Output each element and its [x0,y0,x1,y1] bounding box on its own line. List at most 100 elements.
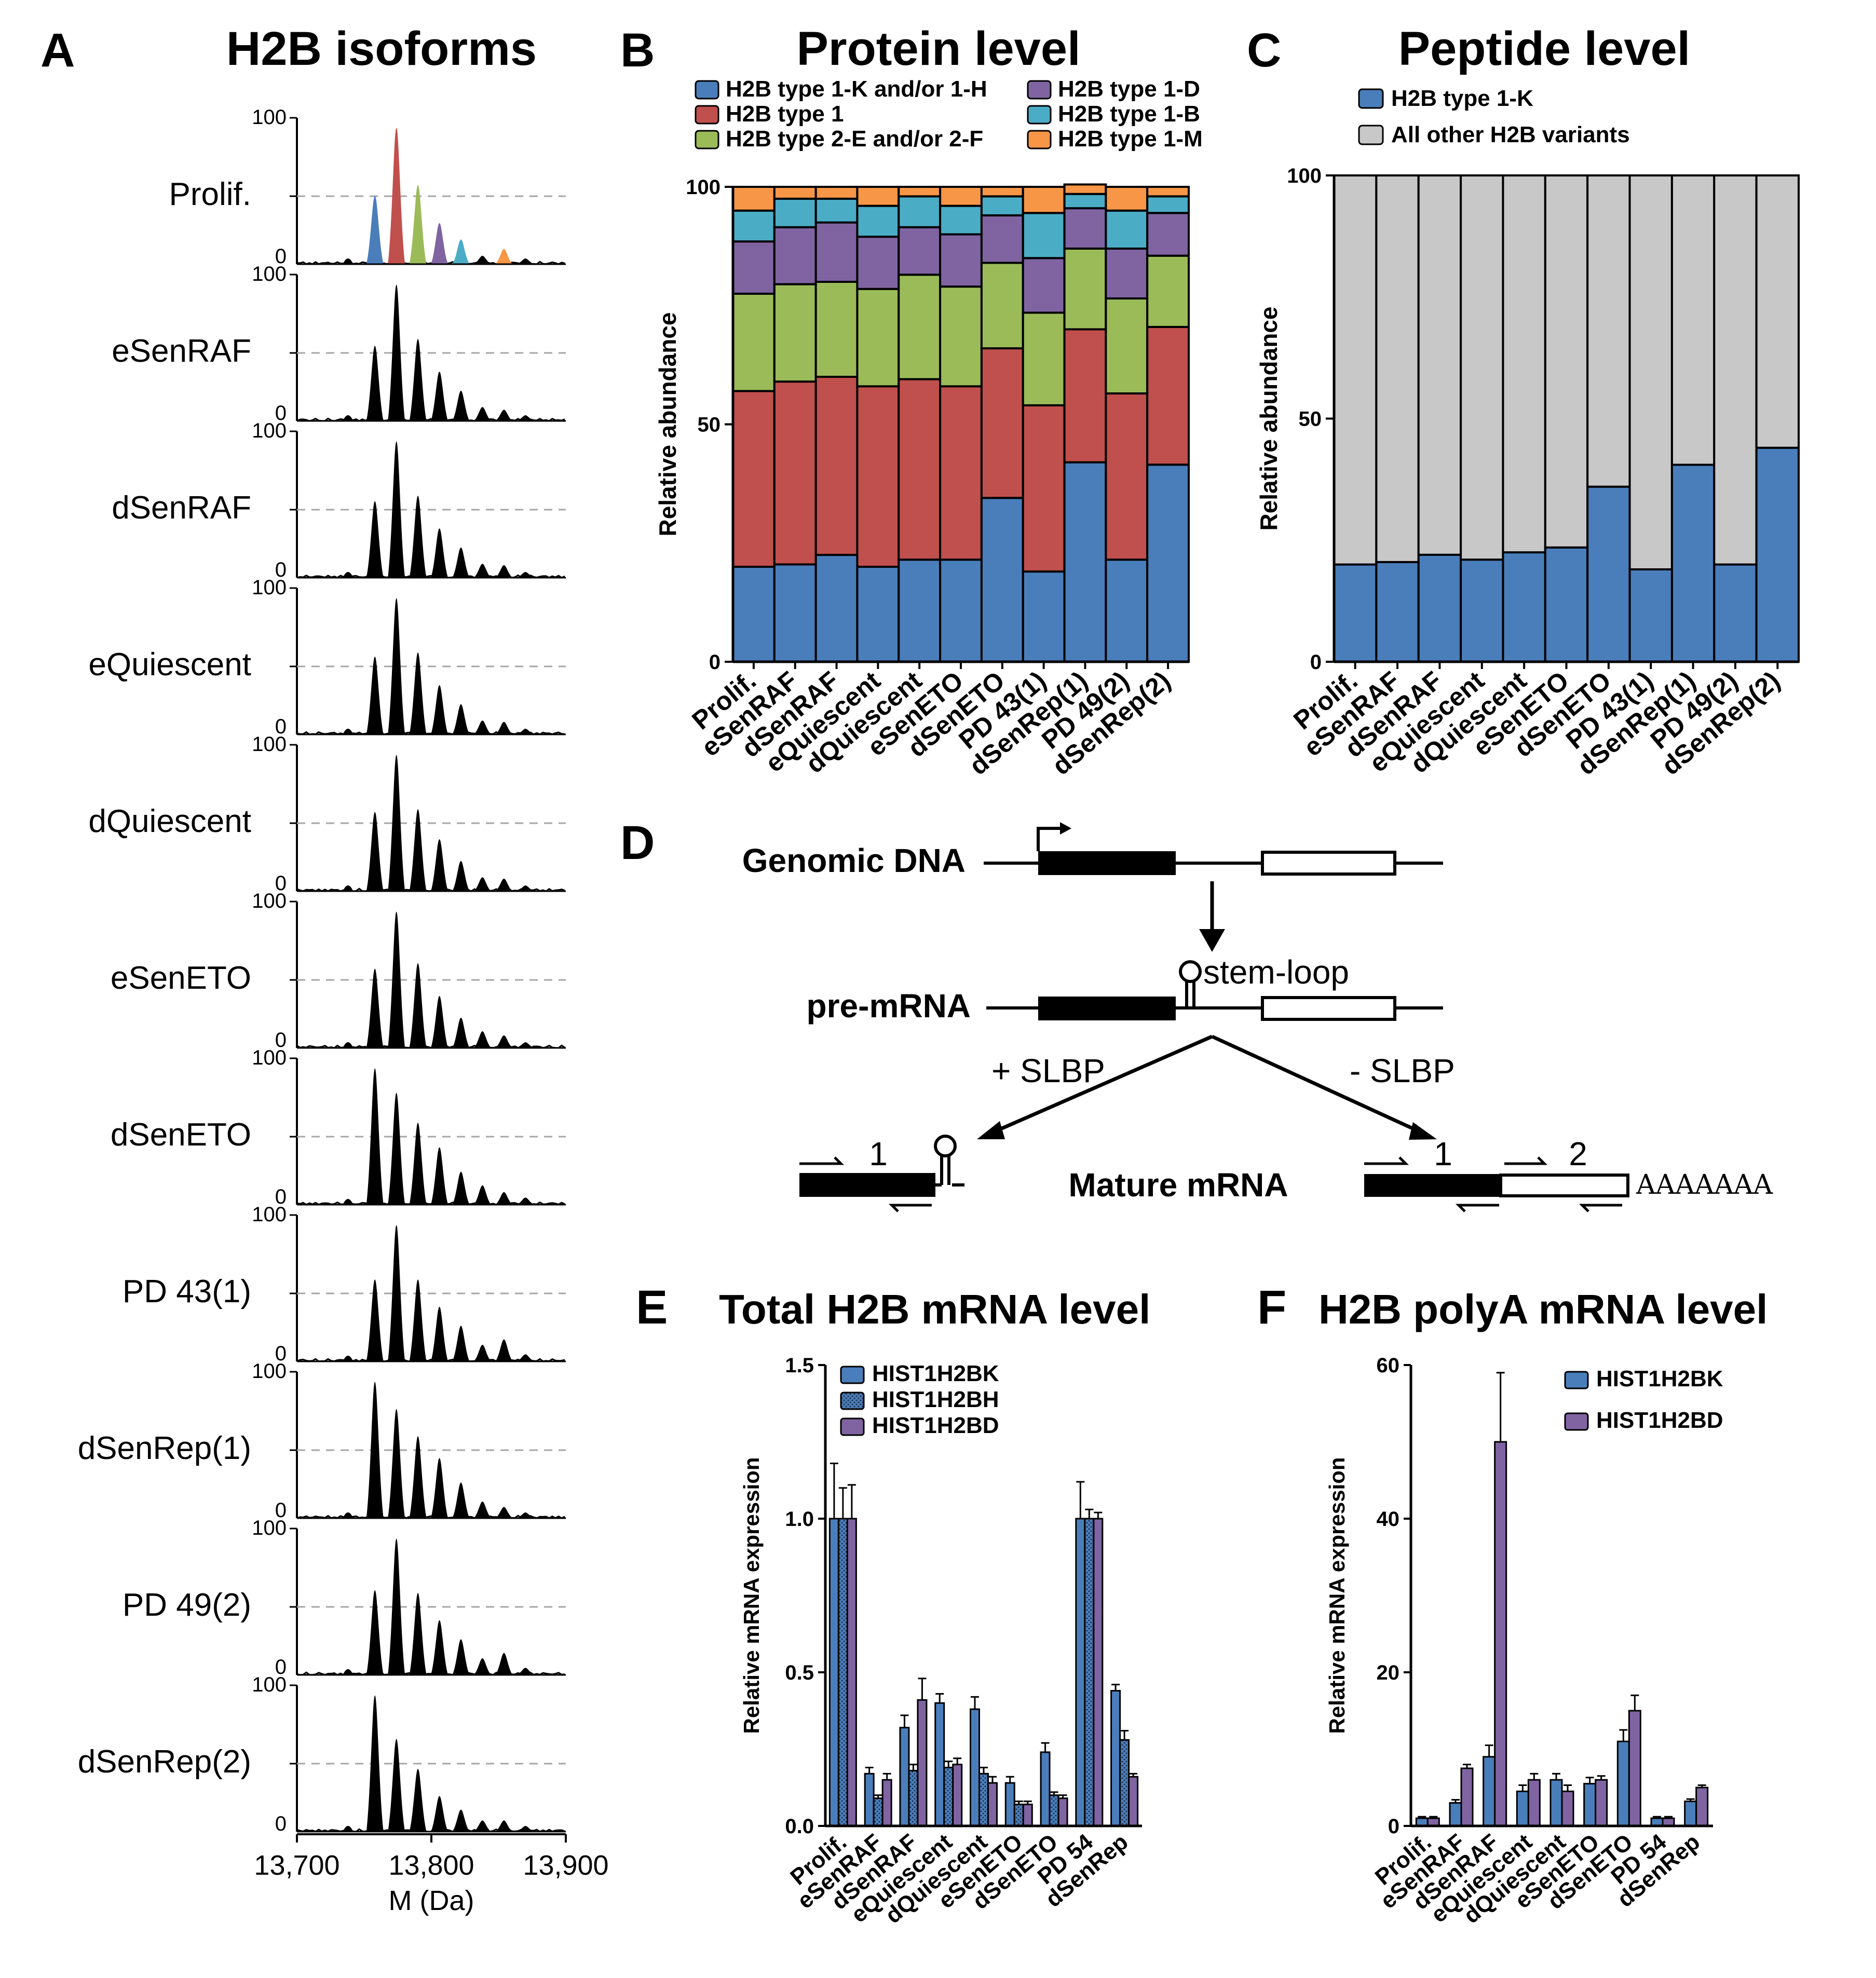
spectrum-peak [517,1826,534,1832]
bar-segment [1713,563,1758,663]
bar [1595,1779,1608,1827]
bar-segment [939,285,983,388]
legend-label: H2B type 1-K [1391,86,1533,111]
plus-slbp-label: + SLBP [991,1052,1105,1089]
y-tick-label: 0 [1388,1815,1399,1838]
bar [987,1782,998,1827]
bar-segment [980,195,1024,216]
minor-peak [343,1826,354,1832]
spectrum-peak [452,547,470,578]
bar-segment [898,195,942,228]
error-bar [1585,1777,1594,1784]
error-bar [1530,1772,1539,1780]
spectrum-peak [495,1192,513,1205]
mature-mrna-label: Mature mRNA [1068,1166,1288,1204]
error-bar [1094,1511,1103,1519]
y-tick-label: 40 [1377,1508,1400,1531]
spectrum-row: 100 0 PD 43(1) [123,1203,566,1365]
bar-segment [1022,257,1066,314]
bar-segment [1063,247,1107,331]
y-tick-label: 0 [275,245,287,268]
bar-segment [814,554,859,663]
legend-label: H2B type 1 [726,101,844,127]
panel-f-title: H2B polyA mRNA level [1318,1286,1768,1332]
spectrum-peak [388,441,405,578]
bar [978,1772,989,1827]
y-tick-label: 0 [275,402,287,425]
bar [1110,1690,1121,1827]
error-bar [1418,1816,1426,1819]
error-bar [1564,1784,1572,1792]
y-tick-label: 60 [1377,1354,1400,1377]
spectrum-peak [473,720,492,735]
minor-peak [343,572,354,578]
bar-segment [814,186,859,200]
minor-peak [343,1512,354,1518]
y-tick-label: 0 [275,1812,287,1835]
spectrum-peak [366,968,384,1048]
bar [943,1767,954,1827]
spectrum-peak [473,877,492,892]
bar [1022,1804,1033,1827]
bar-segment [1755,174,1800,449]
bar [1483,1756,1496,1827]
spectrum-peak [366,1068,384,1205]
legend-swatch [695,105,719,125]
spectrum-peak [430,223,448,265]
error-bar [900,1714,909,1728]
primer-1-label-right: 1 [1434,1135,1452,1172]
bar-segment [939,186,983,207]
bar [881,1779,892,1827]
error-bar [882,1772,891,1780]
bar-segment [1063,461,1107,663]
panel-c-label: C [1247,24,1281,77]
legend-swatch [695,80,719,100]
minor-peak [343,415,354,421]
minor-peak [343,885,354,891]
y-tick-label: 1.5 [785,1354,814,1377]
legend-swatch [1027,105,1052,125]
bar-segment [773,186,817,200]
bar [1494,1441,1507,1827]
stem-loop-stem [1185,981,1195,1008]
legend-swatch [1358,125,1384,145]
error-bar [1023,1800,1032,1805]
grouped-bars [1415,1372,1709,1827]
primer-1-label: 1 [869,1135,888,1172]
sample-label: eQuiescent [88,647,251,683]
bar-segment [939,558,983,663]
spectrum-peak [430,839,448,892]
error-bar [1518,1784,1527,1792]
bar [1449,1802,1462,1827]
bar [917,1699,928,1827]
y-axis-title: Relative abundance [1255,306,1282,530]
panel-e: E Total H2B mRNA level HIST1H2BKHIST1H2B… [636,1281,1150,1929]
spectrum-peak [495,1339,513,1362]
bar-segment [980,186,1024,198]
minor-peak [343,258,354,264]
bar [1561,1790,1574,1827]
spectrum-peak [452,1639,470,1675]
bar-segment [1146,254,1190,328]
bar-segment [1544,174,1589,549]
bar-segment [732,186,776,212]
sample-label: eSenETO [111,960,251,996]
y-tick-label: 0 [275,1342,287,1365]
legend-label: H2B type 1-M [1058,126,1203,152]
bar-segment [1105,247,1149,300]
stacked-bars [1333,174,1800,663]
spectrum-peak [366,1695,384,1832]
bar-segment [939,233,983,288]
spectrum-row: 100 0 dSenRAF [112,419,566,581]
spectrum-peak [474,255,491,265]
spectrum-row: 100 0 eSenETO [111,890,566,1052]
bar [1695,1786,1709,1827]
y-tick-label: 50 [698,414,721,436]
y-tick-label: 20 [1377,1661,1400,1684]
bar-segment [980,262,1024,350]
bar-segment [1670,174,1716,466]
spectrum-peak [366,812,384,892]
bar-segment [1375,174,1420,563]
